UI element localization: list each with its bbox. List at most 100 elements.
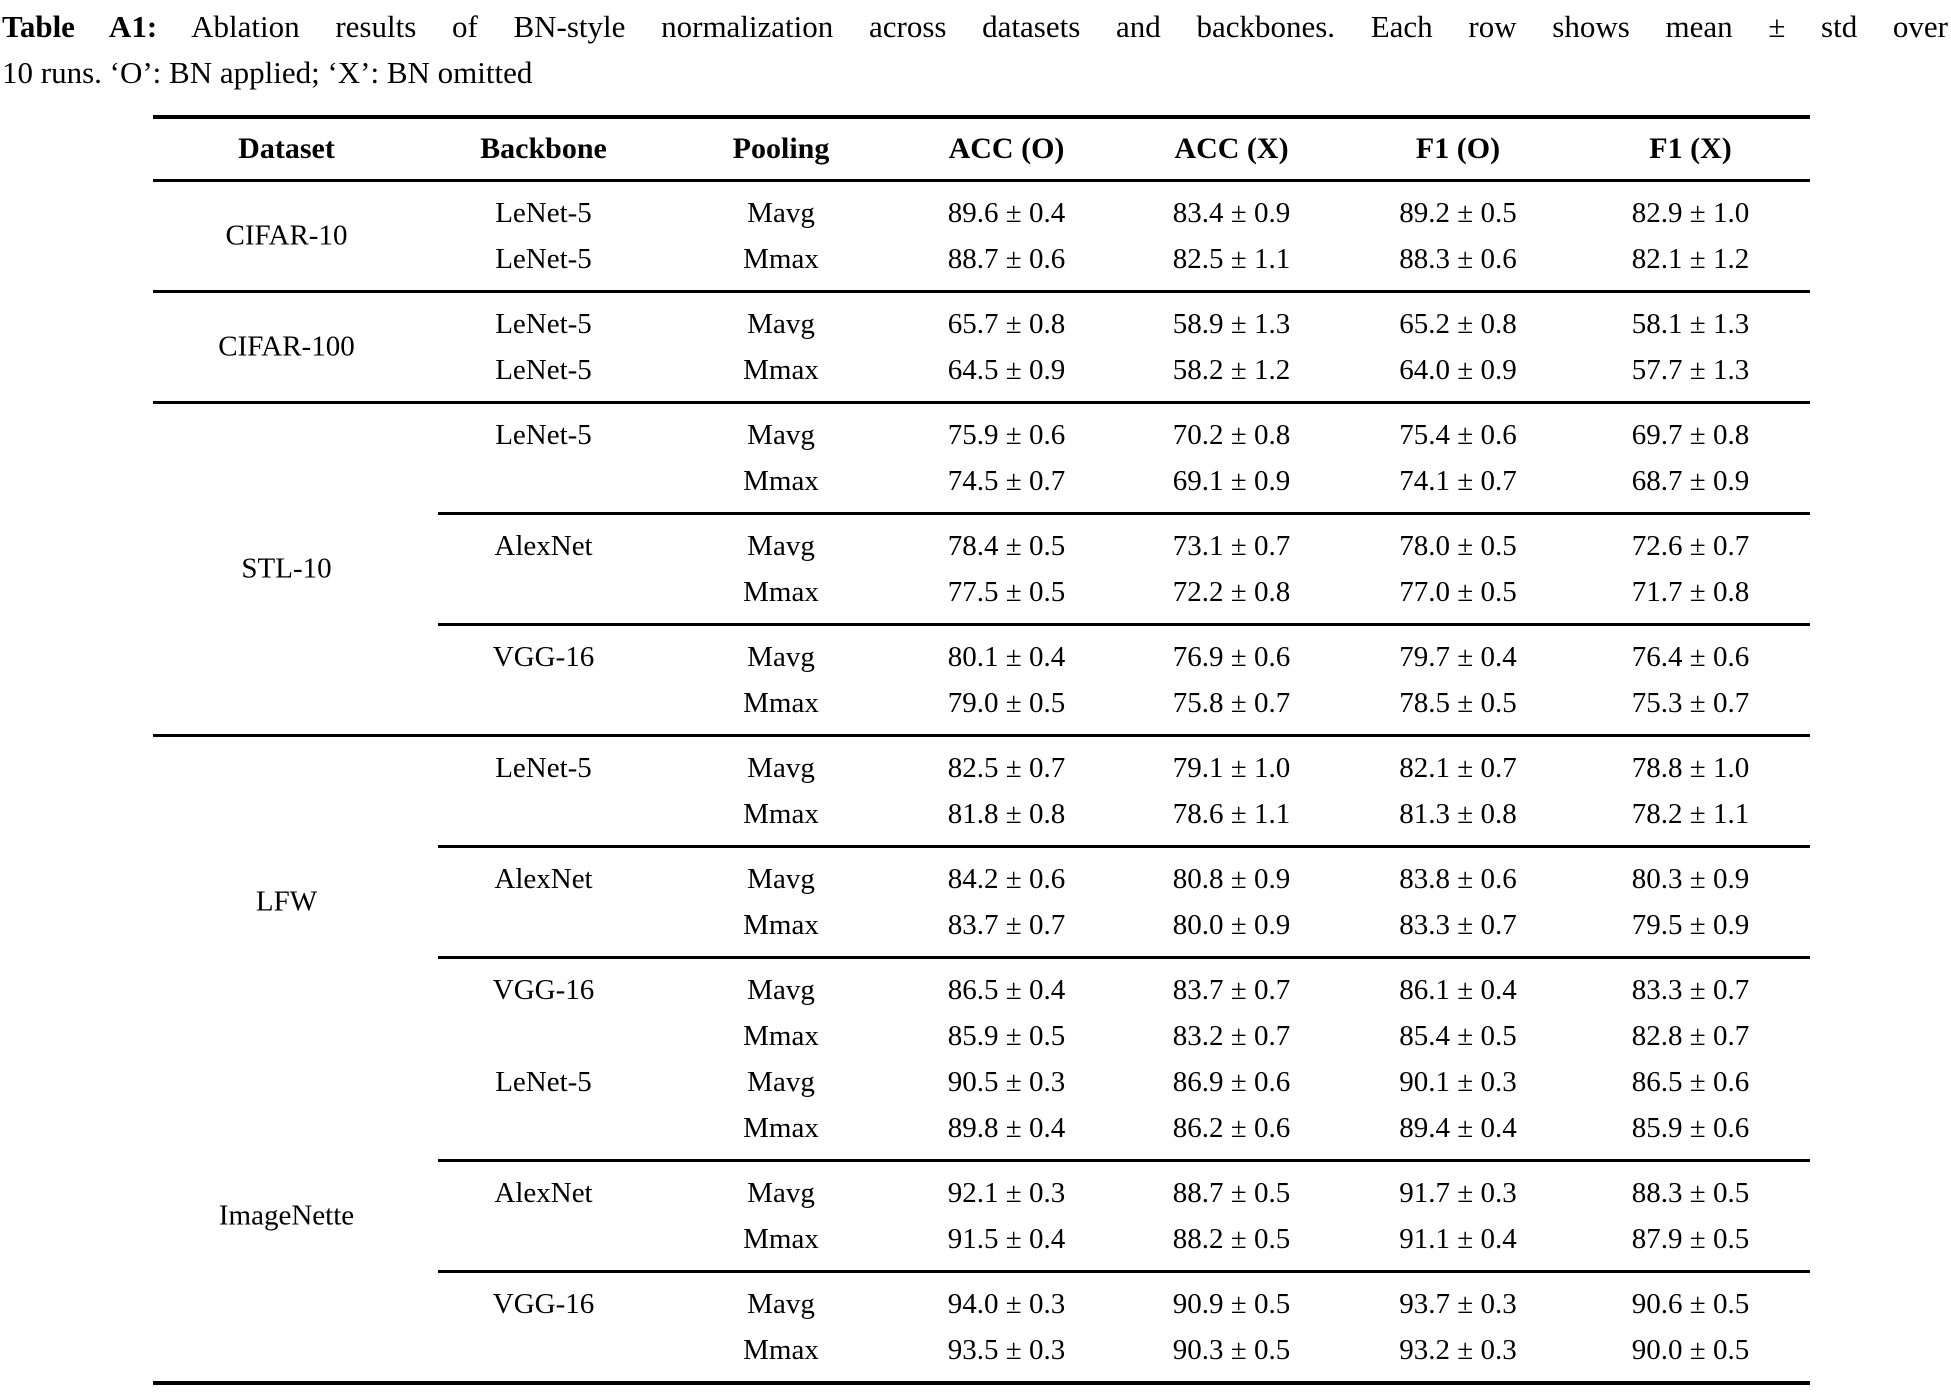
cell-f1-x: 83.3 ± 0.7 — [1631, 973, 1750, 1006]
cell-pooling: Mmax — [743, 1019, 819, 1052]
cell-acc-x: 79.1 ± 1.0 — [1172, 751, 1291, 784]
cell-acc-o: 83.7 ± 0.7 — [947, 908, 1066, 941]
header-backbone: Backbone — [480, 132, 607, 165]
group-stl10-lenet: LeNet-5 Mavg 75.9 ± 0.6 70.2 ± 0.8 75.4 … — [153, 404, 1810, 512]
caption-line-1: Table A1: Ablation results of BN-style n… — [2, 4, 1948, 50]
caption-line-2: 10 runs. ‘O’: BN applied; ‘X’: BN omitte… — [2, 55, 533, 90]
table-bottom-rule — [153, 1381, 1810, 1385]
cell-f1-o: 65.2 ± 0.8 — [1399, 307, 1517, 340]
table-row: VGG-16 Mavg 86.5 ± 0.4 83.7 ± 0.7 86.1 ±… — [420, 967, 1810, 1013]
cell-acc-x: 83.2 ± 0.7 — [1172, 1019, 1291, 1052]
cell-f1-o: 78.5 ± 0.5 — [1399, 686, 1517, 719]
table-row: LeNet-5 Mavg 82.5 ± 0.7 79.1 ± 1.0 82.1 … — [420, 745, 1810, 791]
table-top-rule — [153, 115, 1810, 119]
cell-f1-x: 90.6 ± 0.5 — [1631, 1287, 1750, 1320]
table-caption: Table A1: Ablation results of BN-style n… — [2, 4, 1948, 96]
cell-f1-o: 79.7 ± 0.4 — [1399, 640, 1517, 673]
table-row: AlexNet Mavg 84.2 ± 0.6 80.8 ± 0.9 83.8 … — [420, 856, 1810, 902]
cell-f1-o: 93.7 ± 0.3 — [1399, 1287, 1517, 1320]
group-lfw-vgg-imagenette-lenet: VGG-16 Mavg 86.5 ± 0.4 83.7 ± 0.7 86.1 ±… — [153, 959, 1810, 1159]
header-rule — [153, 179, 1810, 182]
cell-f1-o: 89.2 ± 0.5 — [1399, 196, 1517, 229]
table-row: Mmax 74.5 ± 0.7 69.1 ± 0.9 74.1 ± 0.7 68… — [420, 458, 1810, 504]
header-f1-x: F1 (X) — [1649, 132, 1732, 165]
cell-pooling: Mavg — [747, 973, 815, 1006]
table-row: LeNet-5 Mavg 89.6 ± 0.4 83.4 ± 0.9 89.2 … — [420, 190, 1810, 236]
table-row: Mmax 89.8 ± 0.4 86.2 ± 0.6 89.4 ± 0.4 85… — [420, 1105, 1810, 1151]
cell-f1-o: 75.4 ± 0.6 — [1399, 418, 1517, 451]
backbone-separator-rule — [438, 956, 1810, 959]
group-cifar100: CIFAR-100 LeNet-5 Mavg 65.7 ± 0.8 58.9 ±… — [153, 293, 1810, 401]
cell-pooling: Mmax — [743, 1333, 819, 1366]
table-row: Mmax 93.5 ± 0.3 90.3 ± 0.5 93.2 ± 0.3 90… — [420, 1327, 1810, 1373]
header-acc-x: ACC (X) — [1174, 132, 1289, 165]
cell-backbone: LeNet-5 — [495, 353, 592, 386]
table-row: LeNet-5 Mavg 65.7 ± 0.8 58.9 ± 1.3 65.2 … — [420, 301, 1810, 347]
cell-acc-x: 83.4 ± 0.9 — [1172, 196, 1291, 229]
dataset-label: CIFAR-100 — [218, 330, 355, 363]
cell-f1-o: 81.3 ± 0.8 — [1399, 797, 1517, 830]
group-separator-rule — [153, 290, 1810, 293]
cell-f1-o: 74.1 ± 0.7 — [1399, 464, 1517, 497]
cell-f1-x: 72.6 ± 0.7 — [1631, 529, 1750, 562]
cell-backbone: VGG-16 — [492, 1287, 595, 1320]
header-f1-o: F1 (O) — [1415, 132, 1501, 165]
cell-acc-o: 91.5 ± 0.4 — [947, 1222, 1066, 1255]
group-cifar10: CIFAR-10 LeNet-5 Mavg 89.6 ± 0.4 83.4 ± … — [153, 182, 1810, 290]
backbone-separator-rule — [438, 845, 1810, 848]
cell-backbone: LeNet-5 — [495, 242, 592, 275]
table-row: Mmax 77.5 ± 0.5 72.2 ± 0.8 77.0 ± 0.5 71… — [420, 569, 1810, 615]
cell-acc-x: 86.9 ± 0.6 — [1172, 1065, 1291, 1098]
group-lfw-lenet: LeNet-5 Mavg 82.5 ± 0.7 79.1 ± 1.0 82.1 … — [153, 737, 1810, 845]
cell-pooling: Mavg — [747, 751, 815, 784]
cell-f1-x: 79.5 ± 0.9 — [1631, 908, 1750, 941]
cell-pooling: Mavg — [747, 1065, 815, 1098]
cell-pooling: Mavg — [747, 640, 815, 673]
cell-acc-x: 86.2 ± 0.6 — [1172, 1111, 1291, 1144]
table-row: LeNet-5 Mavg 90.5 ± 0.3 86.9 ± 0.6 90.1 … — [420, 1059, 1810, 1105]
cell-acc-o: 74.5 ± 0.7 — [947, 464, 1066, 497]
cell-pooling: Mmax — [743, 464, 819, 497]
cell-acc-o: 65.7 ± 0.8 — [947, 307, 1066, 340]
cell-acc-x: 70.2 ± 0.8 — [1172, 418, 1291, 451]
cell-acc-x: 88.7 ± 0.5 — [1172, 1176, 1291, 1209]
cell-pooling: Mmax — [743, 575, 819, 608]
cell-backbone: VGG-16 — [492, 973, 595, 1006]
cell-acc-o: 80.1 ± 0.4 — [947, 640, 1066, 673]
cell-acc-x: 76.9 ± 0.6 — [1172, 640, 1291, 673]
cell-backbone: LeNet-5 — [495, 307, 592, 340]
table-row: Mmax 85.9 ± 0.5 83.2 ± 0.7 85.4 ± 0.5 82… — [420, 1013, 1810, 1059]
cell-f1-x: 80.3 ± 0.9 — [1631, 862, 1750, 895]
cell-f1-x: 87.9 ± 0.5 — [1631, 1222, 1750, 1255]
cell-acc-x: 72.2 ± 0.8 — [1172, 575, 1291, 608]
cell-acc-o: 85.9 ± 0.5 — [947, 1019, 1066, 1052]
group-stl10-vgg: VGG-16 Mavg 80.1 ± 0.4 76.9 ± 0.6 79.7 ±… — [153, 626, 1810, 734]
cell-acc-x: 90.3 ± 0.5 — [1172, 1333, 1291, 1366]
cell-pooling: Mmax — [743, 242, 819, 275]
table-row: AlexNet Mavg 78.4 ± 0.5 73.1 ± 0.7 78.0 … — [420, 523, 1810, 569]
cell-f1-x: 86.5 ± 0.6 — [1631, 1065, 1750, 1098]
cell-f1-x: 85.9 ± 0.6 — [1631, 1111, 1750, 1144]
cell-backbone: LeNet-5 — [495, 418, 592, 451]
cell-acc-x: 78.6 ± 1.1 — [1172, 797, 1291, 830]
cell-f1-x: 82.1 ± 1.2 — [1631, 242, 1750, 275]
cell-f1-x: 82.8 ± 0.7 — [1631, 1019, 1750, 1052]
cell-f1-o: 83.3 ± 0.7 — [1399, 908, 1517, 941]
dataset-label: LFW — [255, 885, 318, 918]
table-row: VGG-16 Mavg 80.1 ± 0.4 76.9 ± 0.6 79.7 ±… — [420, 634, 1810, 680]
backbone-separator-rule — [438, 1270, 1810, 1273]
cell-pooling: Mmax — [743, 353, 819, 386]
cell-f1-x: 76.4 ± 0.6 — [1631, 640, 1750, 673]
cell-acc-o: 81.8 ± 0.8 — [947, 797, 1066, 830]
cell-backbone: LeNet-5 — [495, 196, 592, 229]
dataset-label: CIFAR-10 — [225, 219, 348, 252]
backbone-separator-rule — [438, 1159, 1810, 1162]
header-dataset: Dataset — [238, 132, 335, 165]
cell-f1-x: 68.7 ± 0.9 — [1631, 464, 1750, 497]
table-row: Mmax 81.8 ± 0.8 78.6 ± 1.1 81.3 ± 0.8 78… — [420, 791, 1810, 837]
cell-acc-o: 89.8 ± 0.4 — [947, 1111, 1066, 1144]
cell-f1-o: 86.1 ± 0.4 — [1399, 973, 1517, 1006]
cell-pooling: Mavg — [747, 1176, 815, 1209]
cell-f1-o: 89.4 ± 0.4 — [1399, 1111, 1517, 1144]
cell-backbone: AlexNet — [494, 529, 593, 562]
